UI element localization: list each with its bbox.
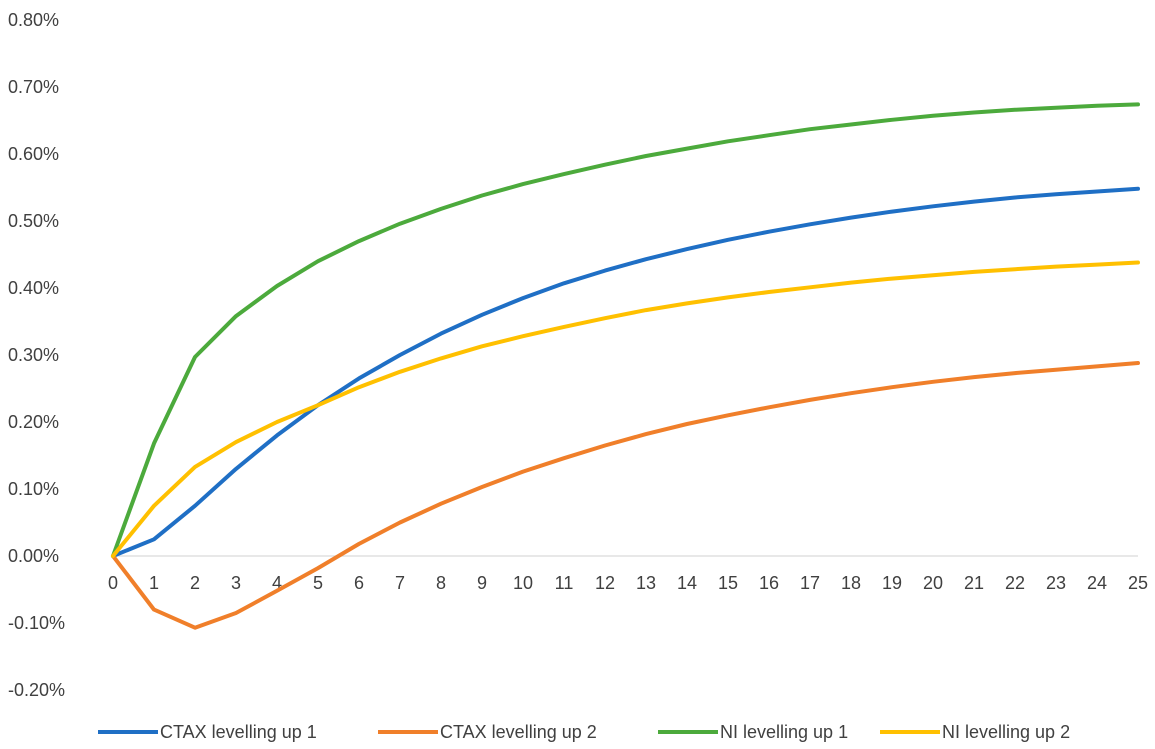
x-tick-label: 22: [1005, 573, 1025, 593]
y-tick-label: 0.30%: [8, 345, 59, 365]
series-line: [111, 260, 1140, 558]
series-lines: [111, 102, 1140, 630]
y-axis-tick-labels: -0.20% -0.10% 0.00% 0.10% 0.20% 0.30% 0.40% 0.5…: [8, 10, 65, 700]
x-tick-label: 23: [1046, 573, 1066, 593]
x-tick-label: 12: [595, 573, 615, 593]
x-tick-label: 8: [436, 573, 446, 593]
x-tick-label: 10: [513, 573, 533, 593]
legend-label: NI levelling up 1: [720, 722, 848, 742]
x-tick-label: 25: [1128, 573, 1148, 593]
x-tick-label: 9: [477, 573, 487, 593]
x-tick-label: 19: [882, 573, 902, 593]
x-tick-label: 13: [636, 573, 656, 593]
y-tick-label: 0.20%: [8, 412, 59, 432]
x-tick-label: 14: [677, 573, 697, 593]
legend-label: CTAX levelling up 1: [160, 722, 317, 742]
legend-label: NI levelling up 2: [942, 722, 1070, 742]
x-tick-label: 15: [718, 573, 738, 593]
y-tick-label: 0.00%: [8, 546, 59, 566]
x-tick-label: 5: [313, 573, 323, 593]
x-tick-label: 7: [395, 573, 405, 593]
x-tick-label: 2: [190, 573, 200, 593]
x-tick-label: 20: [923, 573, 943, 593]
x-tick-label: 24: [1087, 573, 1107, 593]
y-tick-label: 0.40%: [8, 278, 59, 298]
y-tick-label: 0.80%: [8, 10, 59, 30]
x-tick-label: 6: [354, 573, 364, 593]
y-tick-label: -0.10%: [8, 613, 65, 633]
x-tick-label: 4: [272, 573, 282, 593]
x-tick-label: 16: [759, 573, 779, 593]
series-line: [111, 361, 1140, 630]
y-tick-label: 0.60%: [8, 144, 59, 164]
x-tick-label: 17: [800, 573, 820, 593]
y-tick-label: -0.20%: [8, 680, 65, 700]
y-tick-label: 0.70%: [8, 77, 59, 97]
x-tick-label: 3: [231, 573, 241, 593]
x-tick-label: 11: [555, 573, 574, 593]
y-tick-label: 0.50%: [8, 211, 59, 231]
x-axis-tick-labels: 0 1 2 3 4 5 6 7 8 9 10 11 12 13 14 15 16 17 18 19 20 21 22 23 24…: [108, 573, 1148, 593]
series-line: [111, 186, 1140, 558]
legend: CTAX levelling up 1 CTAX levelling up 2 NI…: [98, 722, 1070, 742]
legend-label: CTAX levelling up 2: [440, 722, 597, 742]
y-tick-label: 0.10%: [8, 479, 59, 499]
x-tick-label: 18: [841, 573, 861, 593]
x-tick-label: 0: [108, 573, 118, 593]
x-tick-label: 1: [149, 573, 159, 593]
series-line: [111, 102, 1140, 558]
x-tick-label: 21: [964, 573, 984, 593]
